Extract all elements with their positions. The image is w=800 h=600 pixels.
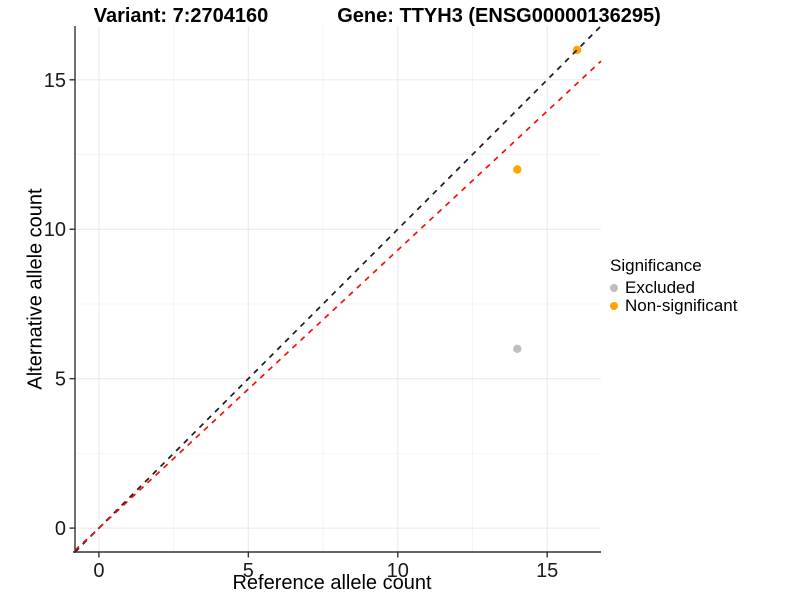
y-axis-title: Alternative allele count [24, 188, 47, 390]
legend-item-non-significant: Non-significant [610, 296, 738, 315]
data-point [513, 165, 522, 174]
legend-item-label: Excluded [625, 278, 695, 297]
gene-title: Gene: TTYH3 (ENSG00000136295) [337, 5, 661, 27]
excluded-dot-icon [610, 284, 618, 292]
y-tick-label: 0 [55, 518, 66, 540]
data-point [513, 344, 522, 353]
x-tick-label: 10 [387, 560, 409, 582]
non-significant-dot-icon [610, 302, 618, 310]
expected-ratio-line [74, 60, 602, 551]
legend-title: Significance [610, 256, 702, 275]
x-tick-label: 0 [93, 560, 104, 582]
y-tick-label: 5 [55, 369, 66, 391]
legend: Significance Excluded Non-significant [610, 256, 737, 315]
x-tick-label: 5 [243, 560, 254, 582]
legend-item-label: Non-significant [625, 296, 738, 315]
x-axis-title: Reference allele count [232, 572, 432, 594]
identity-line [74, 25, 602, 553]
y-tick-label: 15 [44, 70, 66, 92]
y-tick-label: 10 [44, 219, 66, 241]
x-tick-label: 15 [536, 560, 558, 582]
variant-title: Variant: 7:2704160 [93, 5, 269, 27]
legend-item-excluded: Excluded [610, 278, 737, 297]
